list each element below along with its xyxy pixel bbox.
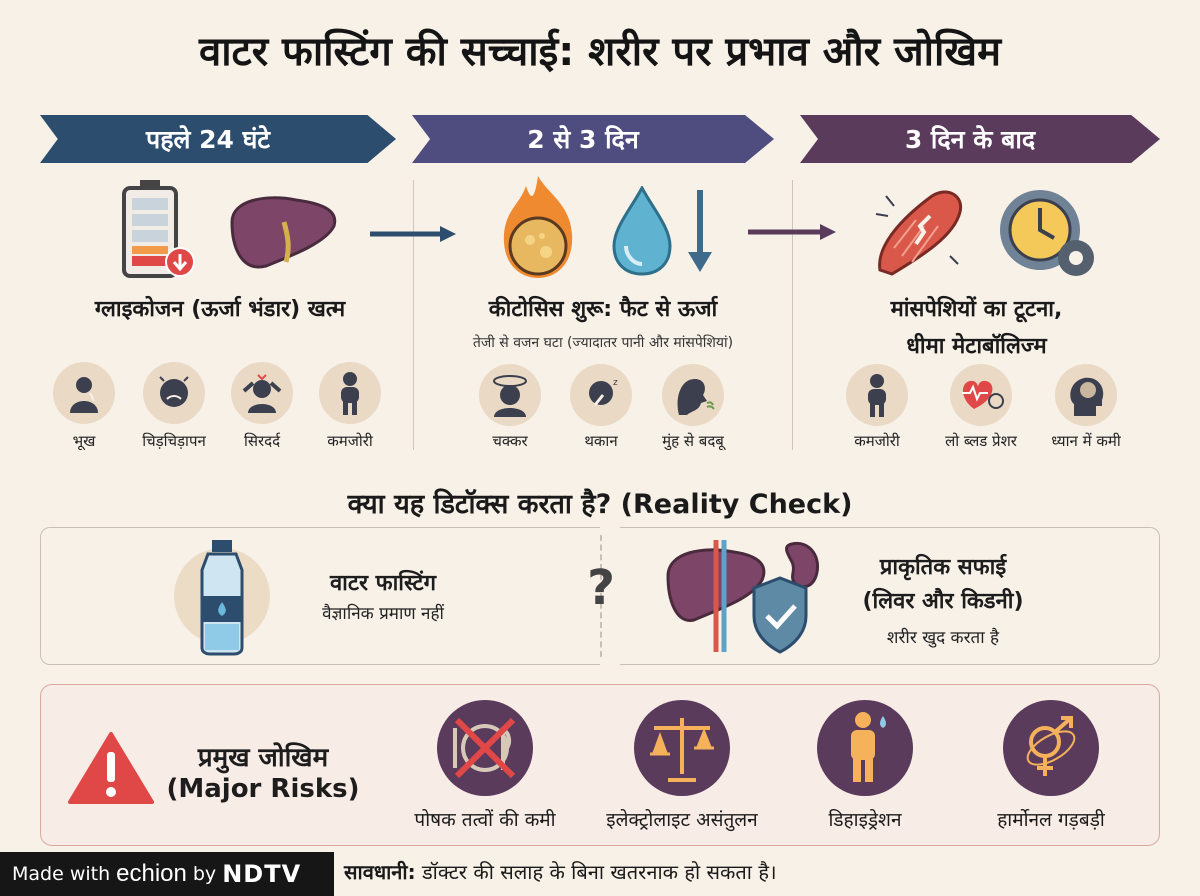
natural-cleansing-subtitle: शरीर खुद करता है [886, 628, 1000, 648]
echion-logo: echion [116, 860, 187, 887]
weakness-icon [319, 362, 381, 424]
nutrient-deficiency-icon [437, 700, 533, 796]
dizziness-icon [479, 364, 541, 426]
weakness-icon [846, 364, 908, 426]
fatigue-icon: z [570, 364, 632, 426]
water-fasting-subtitle: वैज्ञानिक प्रमाण नहीं [322, 604, 444, 624]
liver-kidney-shield-icon [666, 540, 819, 654]
caution-label: सावधानी: [344, 860, 416, 884]
phase-banner-2: 2 से 3 दिन [412, 115, 774, 163]
water-fasting-title: वाटर फास्टिंग [329, 571, 437, 596]
water-bottle-icon [200, 540, 244, 656]
irritability-icon [143, 362, 205, 424]
phase-label-3: 3 दिन के बाद [904, 125, 1036, 154]
brain-fog-icon [1055, 364, 1117, 426]
fat-burning-icon [503, 176, 573, 278]
symptom-label: थकान [584, 432, 618, 450]
symptom-label: चिड़चिड़ापन [142, 432, 206, 450]
risk-label: डिहाइड्रेशन [828, 809, 902, 831]
phase3-heading-line1: मांसपेशियों का टूटना, [890, 297, 1063, 322]
page-title: वाटर फास्टिंग की सच्चाई: शरीर पर प्रभाव … [198, 29, 1002, 75]
muscle-breakdown-icon [875, 190, 963, 276]
natural-cleansing-title-line1: प्राकृतिक सफाई [879, 555, 1007, 580]
ndtv-logo: NDTV [222, 860, 302, 888]
hunger-icon [53, 362, 115, 424]
dehydration-icon [817, 700, 913, 796]
water-loss-icon [612, 186, 712, 276]
natural-cleansing-title-line2: (लिवर और किडनी) [862, 589, 1024, 614]
electrolyte-imbalance-icon [634, 700, 730, 796]
question-mark: ? [587, 560, 615, 616]
arrow-right-icon [370, 226, 456, 242]
symptom-label: भूख [72, 432, 96, 450]
phase1-heading: ग्लाइकोजन (ऊर्जा भंडार) खत्म [94, 297, 346, 322]
phase-label-2: 2 से 3 दिन [527, 125, 639, 154]
reality-check-left-panel [40, 527, 600, 665]
bad-breath-icon [662, 364, 724, 426]
column-divider [792, 180, 793, 450]
svg-text:z: z [613, 378, 618, 388]
phase2-heading: कीटोसिस शुरू: फैट से ऊर्जा [488, 297, 718, 322]
phase2-subheading: तेजी से वजन घटा (ज्यादातर पानी और मांसपे… [472, 335, 734, 351]
symptom-label: चक्कर [492, 432, 528, 450]
major-risks-panel [40, 684, 1160, 846]
battery-low-icon [122, 180, 195, 278]
risk-label: इलेक्ट्रोलाइट असंतुलन [606, 809, 758, 831]
column-divider [413, 180, 414, 450]
symptom-label: कमजोरी [854, 432, 900, 450]
hormonal-imbalance-icon [1003, 700, 1099, 796]
major-risks-title-line1: प्रमुख जोखिम [197, 743, 329, 773]
caution-note: सावधानी: डॉक्टर की सलाह के बिना खतरनाक ह… [344, 858, 777, 885]
warning-icon [68, 732, 154, 804]
reality-check-divider [600, 535, 602, 657]
phase-banner-1: पहले 24 घंटे [40, 115, 396, 163]
caution-text: डॉक्टर की सलाह के बिना खतरनाक हो सकता है… [421, 860, 777, 884]
phase3-heading-line2: धीमा मेटाबॉलिज्म [906, 334, 1047, 359]
made-with-badge: Made with echion by NDTV [0, 852, 334, 896]
phase-banner-3: 3 दिन के बाद [800, 115, 1160, 163]
symptom-label: लो ब्लड प्रेशर [945, 432, 1017, 450]
symptom-label: ध्यान में कमी [1051, 432, 1121, 450]
symptom-label: सिरदर्द [243, 432, 281, 450]
reality-check-question: क्या यह डिटॉक्स करता है? (Reality Check) [347, 489, 853, 520]
risk-label: पोषक तत्वों की कमी [414, 809, 556, 831]
major-risks-title-line2: (Major Risks) [166, 774, 360, 804]
liver-icon [230, 196, 337, 269]
by-text: by [192, 863, 217, 885]
symptom-label: कमजोरी [327, 432, 373, 450]
phase-label-1: पहले 24 घंटे [146, 125, 270, 154]
symptom-label: मुंह से बदबू [662, 432, 724, 450]
slow-metabolism-icon [1000, 190, 1094, 276]
arrow-right-icon [748, 224, 836, 240]
risk-label: हार्मोनल गड़बड़ी [997, 809, 1105, 831]
reality-check-right-panel [620, 527, 1160, 665]
low-blood-pressure-icon [950, 364, 1012, 426]
made-with-text: Made with [12, 863, 111, 885]
headache-icon [231, 362, 293, 424]
